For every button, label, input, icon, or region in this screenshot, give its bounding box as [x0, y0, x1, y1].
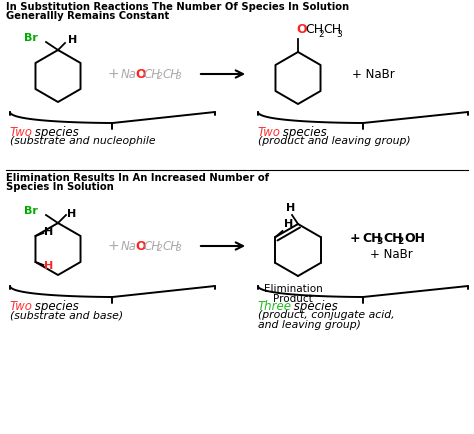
Text: 3: 3 — [176, 244, 182, 253]
Text: CH: CH — [163, 240, 180, 253]
Text: Three: Three — [258, 300, 292, 313]
Text: Br: Br — [24, 33, 38, 43]
Text: 2: 2 — [318, 30, 324, 39]
Text: Na: Na — [121, 240, 137, 253]
Text: +: + — [350, 233, 361, 246]
Text: H: H — [45, 261, 54, 271]
Text: 3: 3 — [376, 237, 382, 246]
Text: H: H — [45, 227, 54, 237]
Text: H: H — [286, 203, 296, 213]
Text: O: O — [135, 240, 146, 253]
Text: O: O — [135, 68, 146, 80]
Text: H: H — [68, 35, 77, 45]
Text: +: + — [108, 67, 119, 81]
Text: + NaBr: + NaBr — [352, 68, 395, 80]
Text: 2: 2 — [157, 244, 163, 253]
Text: and leaving group): and leaving group) — [258, 320, 361, 330]
Text: O: O — [296, 23, 307, 36]
Text: Na: Na — [121, 68, 137, 80]
Text: 3: 3 — [336, 30, 342, 39]
Text: 2: 2 — [397, 237, 403, 246]
Text: Elimination Results In An Increased Number of: Elimination Results In An Increased Numb… — [6, 173, 269, 183]
Text: 2: 2 — [157, 72, 163, 81]
Text: species: species — [290, 300, 338, 313]
Text: species: species — [31, 300, 79, 313]
Text: Two: Two — [10, 126, 33, 139]
Text: species: species — [279, 126, 327, 139]
Text: Species In Solution: Species In Solution — [6, 182, 114, 192]
Text: (substrate and base): (substrate and base) — [10, 310, 123, 320]
Text: In Substitution Reactions The Number Of Species In Solution: In Substitution Reactions The Number Of … — [6, 2, 349, 12]
Text: (product and leaving group): (product and leaving group) — [258, 136, 410, 146]
Text: Product: Product — [273, 294, 313, 304]
Text: Generallly Remains Constant: Generallly Remains Constant — [6, 11, 169, 21]
Text: CH: CH — [323, 23, 341, 36]
Text: H: H — [284, 219, 294, 229]
Text: Two: Two — [258, 126, 281, 139]
Text: CH: CH — [362, 233, 382, 246]
Text: CH: CH — [305, 23, 323, 36]
Text: (substrate and nucleophile: (substrate and nucleophile — [10, 136, 155, 146]
Text: Br: Br — [24, 206, 38, 216]
Text: Elimination: Elimination — [264, 284, 322, 294]
Text: +: + — [108, 239, 119, 253]
Text: CH: CH — [163, 68, 180, 80]
Text: 3: 3 — [176, 72, 182, 81]
Text: + NaBr: + NaBr — [370, 247, 413, 260]
Text: OH: OH — [404, 233, 425, 246]
Text: Two: Two — [10, 300, 33, 313]
Text: CH: CH — [383, 233, 402, 246]
Text: CH: CH — [144, 68, 161, 80]
Text: H: H — [67, 209, 76, 219]
Text: CH: CH — [144, 240, 161, 253]
Text: species: species — [31, 126, 79, 139]
Text: (product, conjugate acid,: (product, conjugate acid, — [258, 310, 395, 320]
